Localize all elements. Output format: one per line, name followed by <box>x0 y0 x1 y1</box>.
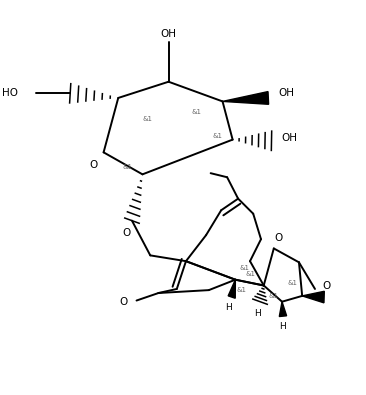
Text: &1: &1 <box>245 271 255 277</box>
Polygon shape <box>223 92 269 104</box>
Text: &1: &1 <box>269 293 279 299</box>
Text: O: O <box>322 281 330 291</box>
Polygon shape <box>228 280 235 298</box>
Text: O: O <box>122 228 130 239</box>
Text: &1: &1 <box>237 287 247 293</box>
Text: OH: OH <box>279 88 295 98</box>
Text: OH: OH <box>282 133 298 143</box>
Text: OH: OH <box>161 29 176 39</box>
Text: H: H <box>280 322 286 331</box>
Text: O: O <box>89 160 98 170</box>
Text: O: O <box>120 297 128 307</box>
Text: O: O <box>274 233 283 243</box>
Text: &1: &1 <box>143 117 153 122</box>
Polygon shape <box>279 302 287 316</box>
Text: &1: &1 <box>192 109 202 115</box>
Text: &1: &1 <box>213 133 223 139</box>
Text: &1: &1 <box>122 164 132 170</box>
Text: &1: &1 <box>287 280 297 286</box>
Text: H: H <box>225 303 231 312</box>
Text: HO: HO <box>1 88 18 98</box>
Polygon shape <box>302 291 324 303</box>
Text: H: H <box>254 309 261 318</box>
Text: &1: &1 <box>239 265 249 271</box>
